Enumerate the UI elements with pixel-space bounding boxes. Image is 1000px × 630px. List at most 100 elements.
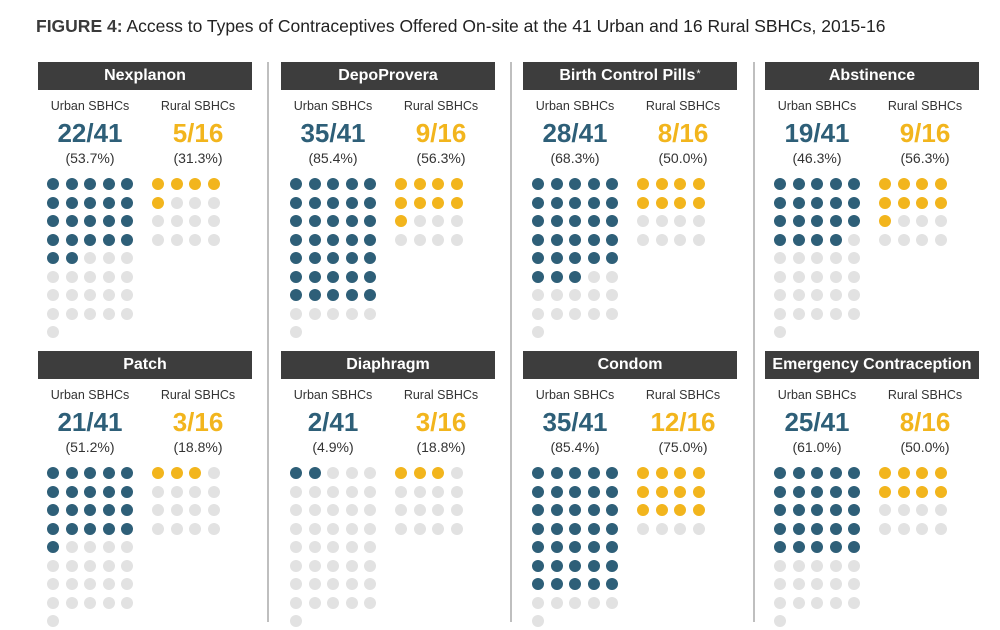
urban-dot bbox=[587, 541, 600, 553]
urban-dot bbox=[792, 233, 805, 246]
urban-dot bbox=[345, 504, 358, 516]
rural-dot bbox=[189, 504, 201, 516]
panel-header: Condom bbox=[523, 351, 737, 379]
urban-dot bbox=[606, 215, 618, 227]
urban-dot bbox=[532, 326, 544, 338]
rural-dot-grid bbox=[395, 178, 463, 246]
rural-dot bbox=[655, 196, 668, 209]
rural-dot bbox=[934, 233, 947, 246]
rural-percent: (18.8%) bbox=[416, 439, 466, 455]
urban-dot bbox=[811, 196, 823, 209]
rural-dot bbox=[897, 467, 910, 479]
panel-columns: Urban SBHCs 22/41 (53.7%) Rural SBHCs 5/16 (3… bbox=[38, 90, 252, 338]
urban-dot bbox=[345, 252, 358, 264]
rural-dot bbox=[432, 178, 444, 190]
urban-percent: (51.2%) bbox=[65, 439, 115, 455]
urban-dot bbox=[102, 559, 115, 572]
rural-dot bbox=[395, 467, 407, 479]
urban-dot bbox=[587, 252, 600, 264]
urban-dot bbox=[345, 307, 358, 320]
urban-dot bbox=[327, 178, 339, 190]
urban-dot bbox=[792, 178, 805, 190]
panel-header: Patch bbox=[38, 351, 252, 379]
panel-title: Diaphragm bbox=[346, 356, 430, 373]
rural-percent: (56.3%) bbox=[416, 150, 466, 166]
urban-dot bbox=[65, 215, 78, 227]
urban-dot bbox=[792, 215, 805, 227]
urban-dot bbox=[102, 578, 115, 590]
rural-dot bbox=[170, 215, 183, 227]
urban-percent: (53.7%) bbox=[65, 150, 115, 166]
panel-4: Patch Urban SBHCs 21/41 (51.2%) Rural SBHCs 3… bbox=[38, 351, 252, 627]
urban-dot bbox=[47, 615, 59, 627]
rural-dot bbox=[189, 522, 201, 535]
rural-dot bbox=[450, 178, 463, 190]
rural-dot-grid bbox=[637, 467, 705, 535]
panel-2: Birth Control Pills * Urban SBHCs 28/41 (68.… bbox=[523, 62, 737, 338]
urban-dot bbox=[792, 504, 805, 516]
urban-dot bbox=[532, 252, 544, 264]
rural-dot bbox=[692, 467, 705, 479]
urban-dot bbox=[811, 178, 823, 190]
rural-dot bbox=[189, 178, 201, 190]
rural-dot bbox=[674, 467, 686, 479]
urban-dot bbox=[792, 270, 805, 283]
rural-dot bbox=[152, 522, 164, 535]
urban-dot bbox=[290, 578, 302, 590]
urban-dot bbox=[327, 289, 339, 301]
urban-dot bbox=[550, 504, 563, 516]
urban-dot bbox=[811, 307, 823, 320]
rural-dot bbox=[207, 215, 220, 227]
rural-dot bbox=[450, 485, 463, 498]
urban-dot bbox=[290, 596, 302, 609]
urban-dot bbox=[829, 559, 842, 572]
divider-3 bbox=[753, 62, 755, 622]
urban-dot bbox=[84, 196, 96, 209]
urban-dot bbox=[569, 578, 581, 590]
urban-dot bbox=[792, 196, 805, 209]
rural-dot bbox=[413, 215, 426, 227]
urban-dot bbox=[290, 252, 302, 264]
urban-dot bbox=[848, 596, 860, 609]
urban-dot bbox=[848, 578, 860, 590]
urban-dot bbox=[774, 252, 786, 264]
urban-dot-grid bbox=[47, 178, 133, 338]
rural-fraction: 9/16 bbox=[415, 118, 467, 148]
panel-title: Condom bbox=[597, 356, 663, 373]
urban-dot bbox=[606, 307, 618, 320]
urban-dot bbox=[829, 307, 842, 320]
urban-dot bbox=[102, 504, 115, 516]
urban-percent: (85.4%) bbox=[308, 150, 358, 166]
rural-dot bbox=[189, 485, 201, 498]
urban-dot bbox=[84, 215, 96, 227]
urban-dot bbox=[811, 522, 823, 535]
rural-dot bbox=[189, 196, 201, 209]
urban-dot bbox=[829, 504, 842, 516]
urban-dot bbox=[569, 596, 581, 609]
urban-dot bbox=[848, 522, 860, 535]
urban-dot bbox=[792, 467, 805, 479]
rural-dot bbox=[916, 178, 928, 190]
rural-dot bbox=[395, 178, 407, 190]
rural-dot bbox=[916, 233, 928, 246]
rural-dot bbox=[674, 178, 686, 190]
divider-1 bbox=[267, 62, 269, 622]
urban-dot bbox=[550, 233, 563, 246]
urban-dot bbox=[792, 559, 805, 572]
urban-dot bbox=[364, 196, 376, 209]
rural-dot bbox=[934, 504, 947, 516]
rural-dot-grid bbox=[637, 178, 705, 246]
urban-dot bbox=[102, 596, 115, 609]
urban-dot bbox=[829, 541, 842, 553]
urban-dot bbox=[121, 307, 133, 320]
urban-dot bbox=[290, 559, 302, 572]
urban-dot bbox=[84, 307, 96, 320]
urban-dot bbox=[848, 252, 860, 264]
rural-dot bbox=[916, 467, 928, 479]
urban-dot bbox=[774, 270, 786, 283]
urban-dot bbox=[811, 233, 823, 246]
urban-dot bbox=[47, 596, 59, 609]
rural-dot bbox=[207, 196, 220, 209]
rural-dot bbox=[432, 215, 444, 227]
urban-dot bbox=[308, 467, 321, 479]
